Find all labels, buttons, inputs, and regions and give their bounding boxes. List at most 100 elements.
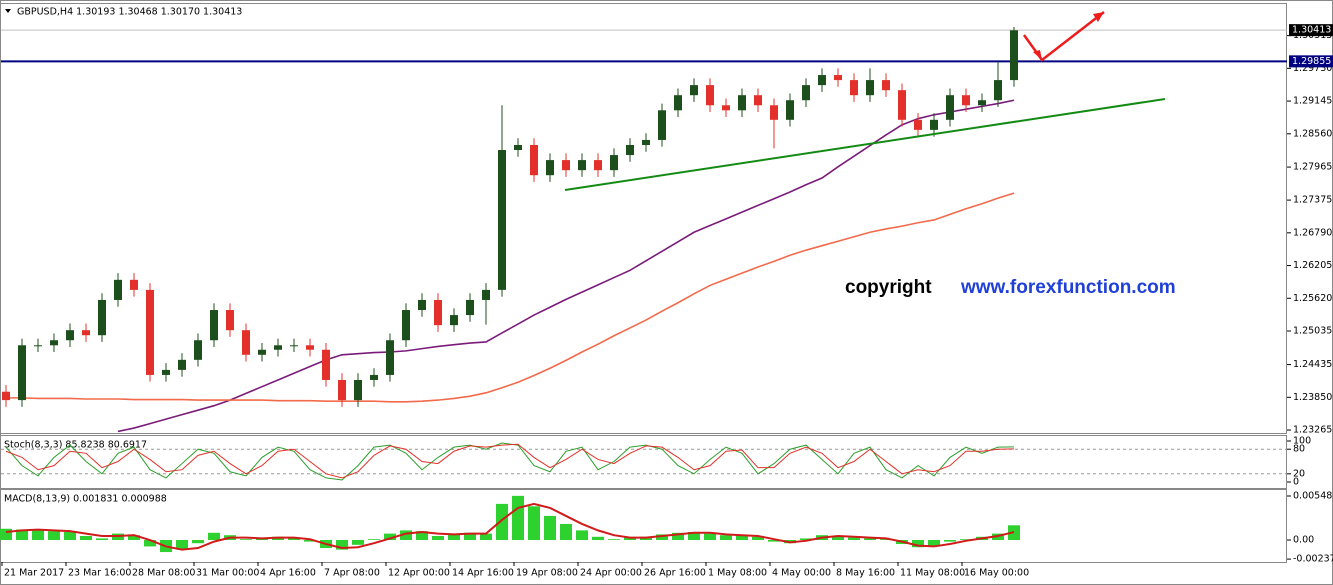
candle-body	[50, 340, 58, 346]
candle-body	[114, 279, 122, 300]
y-tick-label: 80	[1293, 444, 1305, 455]
histogram-bar	[144, 540, 156, 547]
histogram-bar	[960, 539, 972, 541]
x-tick-label: 12 Apr 00:00	[388, 568, 450, 579]
candle-body	[690, 85, 698, 96]
histogram-bar	[560, 523, 572, 541]
macd-panel	[0, 489, 1287, 563]
menu-triangle	[5, 9, 11, 13]
histogram-bar	[416, 531, 428, 541]
candle-body	[706, 85, 714, 106]
stoch-panel	[0, 435, 1287, 489]
candle-body	[242, 330, 250, 355]
candle-body	[194, 340, 202, 360]
histogram-bar	[480, 533, 492, 541]
x-tick-label: 1 May 08:00	[708, 568, 767, 579]
histogram-bar	[336, 540, 348, 550]
indicator-line	[5, 443, 1015, 479]
histogram-bar	[688, 531, 700, 541]
histogram-bar	[912, 540, 924, 548]
histogram-bar	[656, 534, 668, 541]
histogram-bar	[192, 540, 204, 544]
y-tick-label: 20	[1293, 468, 1305, 479]
candle-body	[594, 160, 602, 171]
histogram-bar	[720, 535, 732, 541]
y-tick-label: 100	[1293, 436, 1311, 447]
candle-body	[754, 95, 762, 106]
symbol-header: GBPUSD,H4 1.30193 1.30468 1.30170 1.3041…	[17, 7, 242, 18]
y-tick-label: 1.29145	[1293, 96, 1332, 107]
candle-body	[386, 340, 394, 375]
candle-body	[530, 144, 538, 176]
candle-body	[162, 369, 170, 375]
price-panel	[0, 3, 1287, 434]
y-tick-label: 1.25620	[1293, 293, 1332, 304]
histogram-bar	[208, 532, 220, 541]
indicator-label: MACD(8,13,9) 0.001831 0.000988	[4, 494, 167, 505]
histogram-bar	[736, 535, 748, 541]
histogram-bar	[96, 538, 108, 541]
candle-body	[178, 359, 186, 370]
histogram-bar	[352, 540, 364, 545]
y-tick-label: 1.27965	[1293, 162, 1332, 173]
histogram-bar	[944, 540, 956, 542]
y-tick-label: 1.28560	[1293, 128, 1332, 139]
indicator-label: Stoch(8,3,3) 85.8238 80.6917	[4, 440, 147, 451]
histogram-bar	[288, 537, 300, 541]
candle-body	[306, 345, 314, 350]
x-tick-label: 4 Apr 16:00	[260, 568, 316, 579]
x-tick-label: 14 Apr 16:00	[452, 568, 514, 579]
candle-body	[914, 119, 922, 130]
y-tick-label: -0.002379	[1293, 554, 1333, 565]
x-tick-label: 16 May 00:00	[964, 568, 1029, 579]
histogram-bar	[368, 539, 380, 541]
copyright-word: copyright	[845, 277, 932, 298]
candle-body	[770, 105, 778, 120]
histogram-bar	[768, 540, 780, 542]
candle-body	[626, 144, 634, 156]
candle-body	[34, 345, 42, 347]
histogram-bar	[16, 529, 28, 541]
price-label: 1.29855	[1292, 56, 1331, 67]
y-tick-label: 1.26205	[1293, 260, 1332, 271]
candle-body	[610, 155, 618, 171]
histogram-bar	[464, 532, 476, 541]
candle-body	[562, 160, 570, 171]
price-label: 1.30413	[1292, 25, 1331, 36]
candle-body	[578, 160, 586, 171]
candle-body	[290, 345, 298, 347]
histogram-bar	[384, 533, 396, 541]
histogram-bar	[32, 530, 44, 541]
histogram-bar	[672, 532, 684, 541]
moving-average	[6, 192, 1015, 403]
candle-body	[818, 75, 826, 86]
histogram-bar	[448, 534, 460, 541]
candle-body	[2, 391, 10, 401]
candle-body	[722, 105, 730, 111]
candle-body	[962, 95, 970, 106]
histogram-bar	[48, 531, 60, 541]
candle-body	[338, 379, 346, 401]
copyright-site: www.forexfunction.com	[960, 277, 1176, 298]
histogram-bar	[576, 530, 588, 541]
x-tick-label: 7 Apr 08:00	[324, 568, 380, 579]
candle-body	[882, 80, 890, 91]
y-tick-label: 1.29730	[1293, 63, 1332, 74]
histogram-bar	[928, 540, 940, 547]
histogram-bar	[544, 515, 556, 541]
x-tick-label: 8 May 16:00	[836, 568, 895, 579]
candle-body	[322, 349, 330, 380]
candle-body	[514, 144, 522, 151]
candle-body	[82, 330, 90, 336]
y-tick-label: 0.005483	[1293, 490, 1333, 501]
histogram-bar	[400, 530, 412, 541]
candle-body	[418, 299, 426, 311]
candle-body	[66, 330, 74, 341]
histogram-bar	[864, 538, 876, 541]
candle-body	[450, 315, 458, 326]
histogram-bar	[608, 539, 620, 541]
moving-average	[117, 99, 1015, 433]
candle-body	[930, 119, 938, 130]
histogram-bar	[752, 536, 764, 541]
